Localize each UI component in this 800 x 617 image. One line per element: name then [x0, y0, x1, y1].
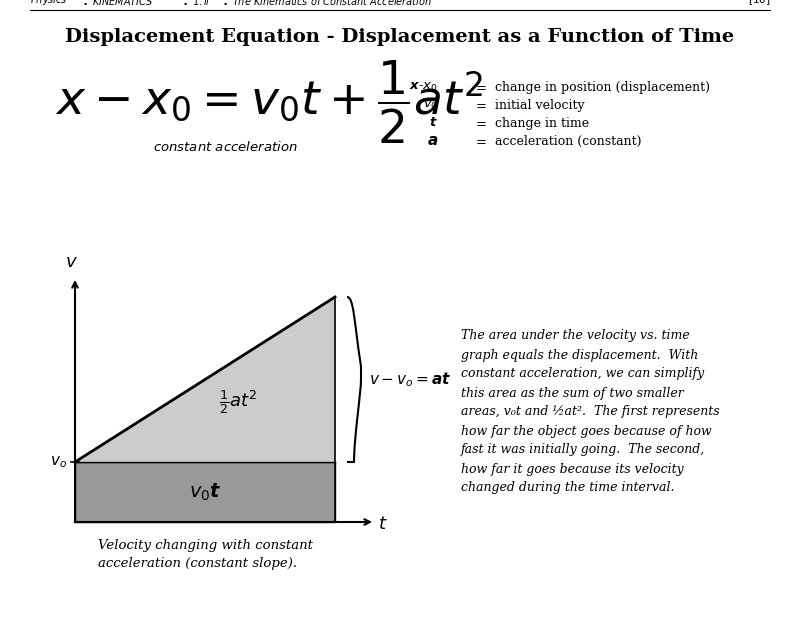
- Text: $t$: $t$: [378, 515, 388, 533]
- Text: $\mathit{Physics}$: $\mathit{Physics}$: [30, 0, 68, 7]
- Text: $\bullet$: $\bullet$: [182, 0, 188, 7]
- Text: change in position (displacement): change in position (displacement): [495, 80, 710, 94]
- Text: $x - x_0 = v_0 t + \dfrac{1}{2}at^2$: $x - x_0 = v_0 t + \dfrac{1}{2}at^2$: [55, 58, 483, 146]
- Text: $\boldsymbol{t}$: $\boldsymbol{t}$: [430, 117, 438, 130]
- Text: $\mathit{constant\ acceleration}$: $\mathit{constant\ acceleration}$: [153, 140, 298, 154]
- Text: initial velocity: initial velocity: [495, 99, 585, 112]
- Text: change in time: change in time: [495, 117, 589, 130]
- Text: $\mathit{1.ii}$: $\mathit{1.ii}$: [192, 0, 210, 7]
- Text: $\boldsymbol{x}$-$\boldsymbol{x_0}$: $\boldsymbol{x}$-$\boldsymbol{x_0}$: [410, 80, 438, 94]
- Text: $[10]$: $[10]$: [747, 0, 770, 7]
- Text: $v$: $v$: [65, 253, 78, 271]
- Text: $=$: $=$: [473, 117, 487, 130]
- Text: $v - v_o = \boldsymbol{at}$: $v - v_o = \boldsymbol{at}$: [369, 370, 451, 389]
- Text: acceleration (constant): acceleration (constant): [495, 135, 642, 147]
- Polygon shape: [75, 297, 335, 462]
- Text: $\bullet$: $\bullet$: [222, 0, 228, 7]
- Text: $\boldsymbol{v_0}$: $\boldsymbol{v_0}$: [423, 99, 438, 112]
- Text: $\boldsymbol{a}$: $\boldsymbol{a}$: [426, 134, 438, 148]
- Text: $\boldsymbol{v_0 t}$: $\boldsymbol{v_0 t}$: [189, 481, 222, 503]
- Text: Velocity changing with constant
acceleration (constant slope).: Velocity changing with constant accelera…: [98, 539, 313, 571]
- Text: Displacement Equation - Displacement as a Function of Time: Displacement Equation - Displacement as …: [66, 28, 734, 46]
- Text: $=$: $=$: [473, 99, 487, 112]
- Text: $=$: $=$: [473, 135, 487, 147]
- Text: The area under the velocity vs. time
graph equals the displacement.  With
consta: The area under the velocity vs. time gra…: [461, 329, 719, 494]
- Text: $\mathit{The\ Kinematics\ of\ Constant\ Acceleration}$: $\mathit{The\ Kinematics\ of\ Constant\ …: [232, 0, 432, 7]
- Polygon shape: [75, 462, 335, 522]
- Text: $\frac{1}{2}at^2$: $\frac{1}{2}at^2$: [219, 388, 258, 416]
- Text: $=$: $=$: [473, 80, 487, 94]
- Text: $\bullet$: $\bullet$: [82, 0, 88, 7]
- Text: $v_o$: $v_o$: [50, 454, 67, 470]
- Text: $\mathit{KINEMATICS}$: $\mathit{KINEMATICS}$: [92, 0, 154, 7]
